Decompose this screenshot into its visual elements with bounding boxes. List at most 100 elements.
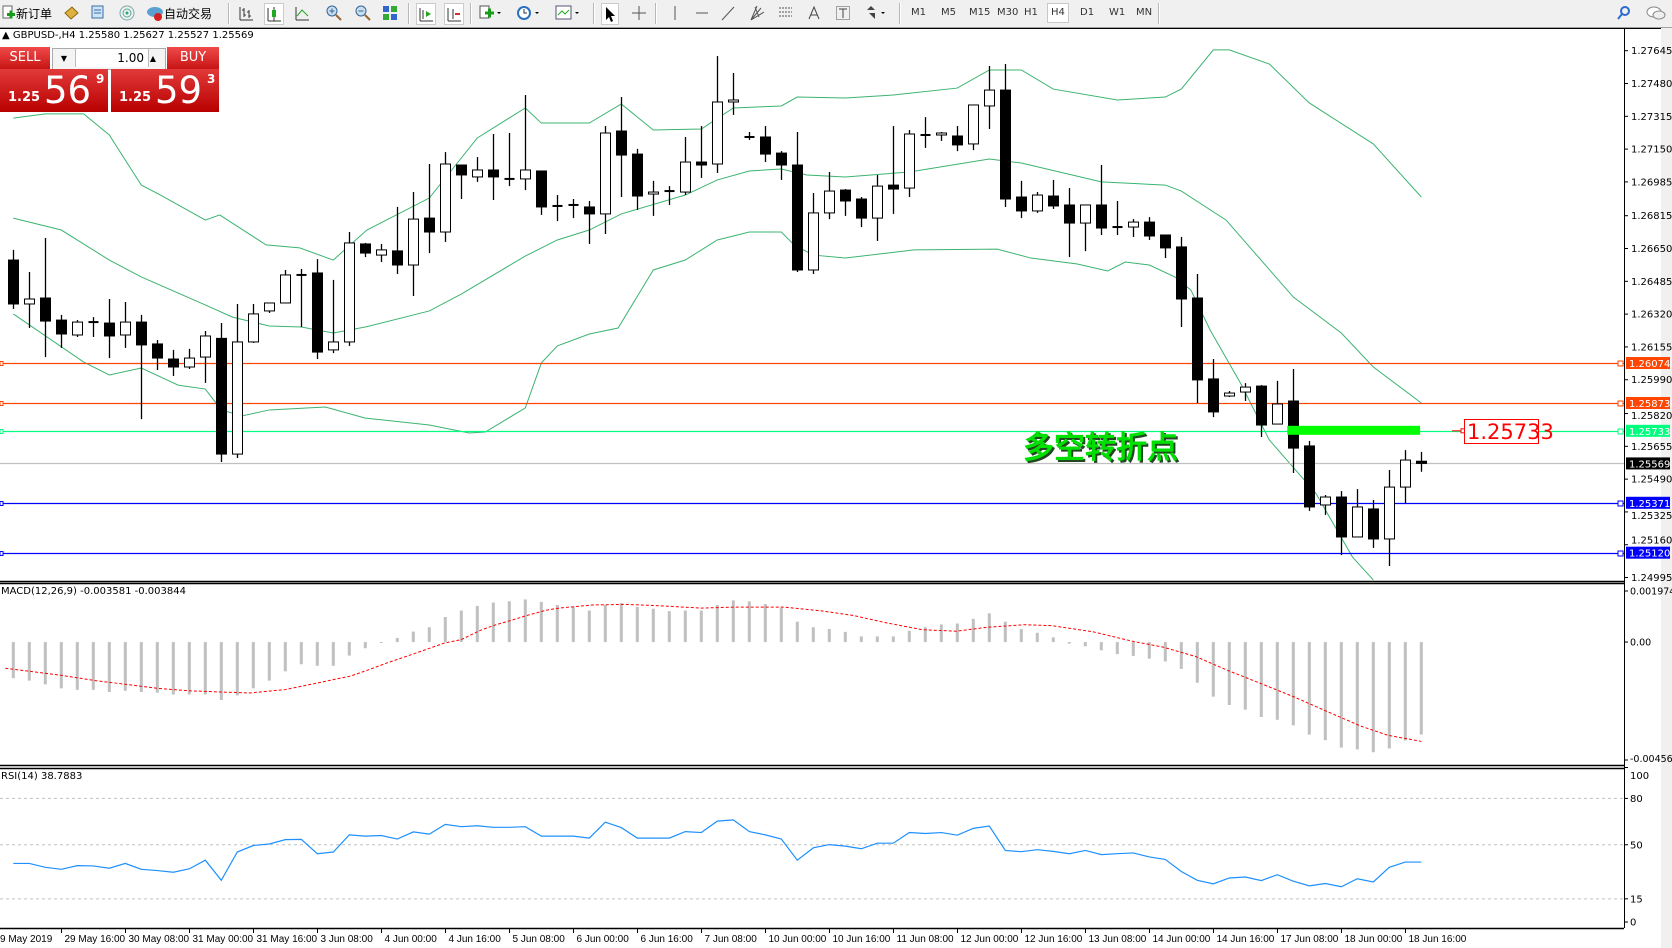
buy-price-button[interactable]: 1.25 59 3 bbox=[111, 69, 219, 112]
candle-body-bear bbox=[1000, 89, 1011, 200]
macd-histogram-bar bbox=[1259, 642, 1263, 718]
cursor-button[interactable] bbox=[601, 3, 619, 25]
line-handle bbox=[0, 551, 4, 556]
candle-body-bear bbox=[216, 337, 227, 455]
candle-body-bear bbox=[1304, 445, 1315, 508]
macd-signal-line bbox=[5, 603, 1422, 742]
lot-increase-button[interactable]: ▲ bbox=[142, 49, 164, 69]
fibonacci-fan-button[interactable] bbox=[749, 3, 767, 23]
horizontal-line-icon bbox=[696, 12, 708, 14]
chart-window[interactable]: 1.25733 多空转折点 1.27645 1.27480 1.27315 1.27150… bbox=[0, 28, 1672, 948]
crosshair-button[interactable] bbox=[631, 3, 647, 23]
rsi-tick-label: 0 bbox=[1630, 918, 1636, 929]
autoscroll-button[interactable] bbox=[444, 3, 464, 25]
collapse-arrow-icon[interactable]: ▲ bbox=[2, 30, 10, 41]
price-tick-label: 1.26985 bbox=[1631, 177, 1672, 188]
timeframe-m30[interactable]: M30 bbox=[997, 7, 1019, 18]
search-button[interactable] bbox=[1616, 3, 1632, 23]
vertical-line-button[interactable] bbox=[667, 3, 683, 23]
candle-body-bull bbox=[680, 161, 691, 193]
timeframe-m1[interactable]: M1 bbox=[911, 7, 926, 18]
candlestick-button[interactable] bbox=[264, 3, 284, 25]
lot-decrease-button[interactable]: ▼ bbox=[53, 49, 75, 69]
line-handle bbox=[0, 429, 4, 434]
text-label-icon bbox=[836, 6, 850, 20]
candle-body-bear bbox=[360, 243, 371, 254]
candle bbox=[264, 302, 275, 313]
candle bbox=[952, 126, 963, 152]
price-tick-label: 1.26485 bbox=[1631, 277, 1672, 288]
bar-chart-button[interactable] bbox=[237, 3, 255, 23]
candle bbox=[1176, 236, 1187, 328]
price-tick-label: 1.25655 bbox=[1631, 442, 1672, 453]
chart-shift-button[interactable] bbox=[416, 3, 436, 25]
candle-body-bull bbox=[872, 185, 883, 219]
price-label-text: 1.26074 bbox=[1629, 359, 1670, 370]
zoom-in-button[interactable] bbox=[325, 3, 343, 23]
sell-button[interactable]: SELL bbox=[0, 47, 50, 69]
fibonacci-retracement-button[interactable] bbox=[777, 3, 795, 23]
macd-histogram-bar bbox=[267, 642, 271, 681]
macd-header: MACD(12,26,9) -0.003581 -0.003844 bbox=[1, 586, 186, 597]
candle-body-bear bbox=[840, 189, 851, 202]
candle-body-bull bbox=[1352, 506, 1363, 538]
candle bbox=[248, 303, 259, 343]
chat-button[interactable] bbox=[1645, 3, 1667, 23]
candle bbox=[40, 237, 51, 358]
timeframe-h4[interactable]: H4 bbox=[1047, 3, 1069, 23]
line-chart-button[interactable] bbox=[293, 3, 311, 23]
navigator-icon bbox=[91, 5, 104, 19]
zoom-out-button[interactable] bbox=[354, 3, 372, 23]
candle-body-bull bbox=[72, 321, 83, 336]
sell-price-button[interactable]: 1.25 56 9 bbox=[0, 69, 108, 112]
time-label: 12 Jun 16:00 bbox=[1025, 934, 1083, 945]
macd-histogram-bar bbox=[651, 608, 655, 643]
candle bbox=[472, 157, 483, 182]
text-button[interactable] bbox=[807, 3, 821, 23]
shapes-button[interactable] bbox=[864, 3, 888, 23]
rsi-line bbox=[13, 819, 1422, 888]
candle bbox=[1016, 180, 1027, 219]
indicators-button[interactable] bbox=[478, 3, 502, 23]
candle bbox=[1032, 192, 1043, 213]
price-label-text: 1.25569 bbox=[1629, 459, 1670, 470]
timeframe-h1[interactable]: H1 bbox=[1024, 7, 1038, 18]
pivot-price-label-box bbox=[1464, 419, 1539, 444]
market-watch-button[interactable] bbox=[62, 3, 80, 23]
tile-windows-button[interactable] bbox=[381, 3, 399, 23]
time-label: 31 May 00:00 bbox=[193, 934, 254, 945]
timeframe-mn[interactable]: MN bbox=[1136, 7, 1153, 18]
new-order-button[interactable]: 新订单 bbox=[2, 3, 52, 23]
candle bbox=[168, 349, 179, 376]
periods-icon bbox=[517, 6, 539, 20]
timeframe-w1[interactable]: W1 bbox=[1109, 7, 1126, 18]
navigator-button[interactable] bbox=[89, 3, 107, 23]
timeframe-m5[interactable]: M5 bbox=[941, 7, 956, 18]
text-icon bbox=[808, 5, 820, 20]
signals-button[interactable] bbox=[118, 3, 136, 23]
candle bbox=[312, 259, 323, 360]
price-tick-label: 1.27645 bbox=[1631, 46, 1672, 57]
horizontal-line-button[interactable] bbox=[694, 3, 710, 23]
macd-histogram-bar bbox=[1131, 642, 1135, 656]
time-label: 10 Jun 16:00 bbox=[833, 934, 891, 945]
timeframe-d1[interactable]: D1 bbox=[1080, 7, 1095, 18]
candle bbox=[1288, 368, 1299, 473]
timeframe-m15[interactable]: M15 bbox=[969, 7, 991, 18]
buy-button[interactable]: BUY bbox=[167, 47, 219, 69]
auto-trading-button[interactable]: 自动交易 bbox=[146, 3, 212, 23]
time-label: 30 May 08:00 bbox=[129, 934, 190, 945]
templates-button[interactable] bbox=[555, 3, 581, 23]
periods-button[interactable] bbox=[515, 3, 541, 23]
bar-chart-icon bbox=[239, 7, 253, 21]
rsi-tick-label: 50 bbox=[1630, 840, 1643, 851]
toolbar: 新订单 自动交易 M1 M5 M15 M30 H1 H4 D1 W1 MN bbox=[0, 0, 1672, 28]
macd-histogram-bar bbox=[747, 601, 751, 643]
line-handle bbox=[1617, 500, 1624, 507]
trendline-button[interactable] bbox=[720, 3, 736, 23]
candle bbox=[152, 339, 163, 370]
text-label-button[interactable] bbox=[835, 3, 851, 23]
lot-size-input[interactable] bbox=[75, 49, 149, 67]
price-tick-label: 1.25325 bbox=[1631, 511, 1672, 522]
rsi-tick-label: 80 bbox=[1630, 794, 1643, 805]
